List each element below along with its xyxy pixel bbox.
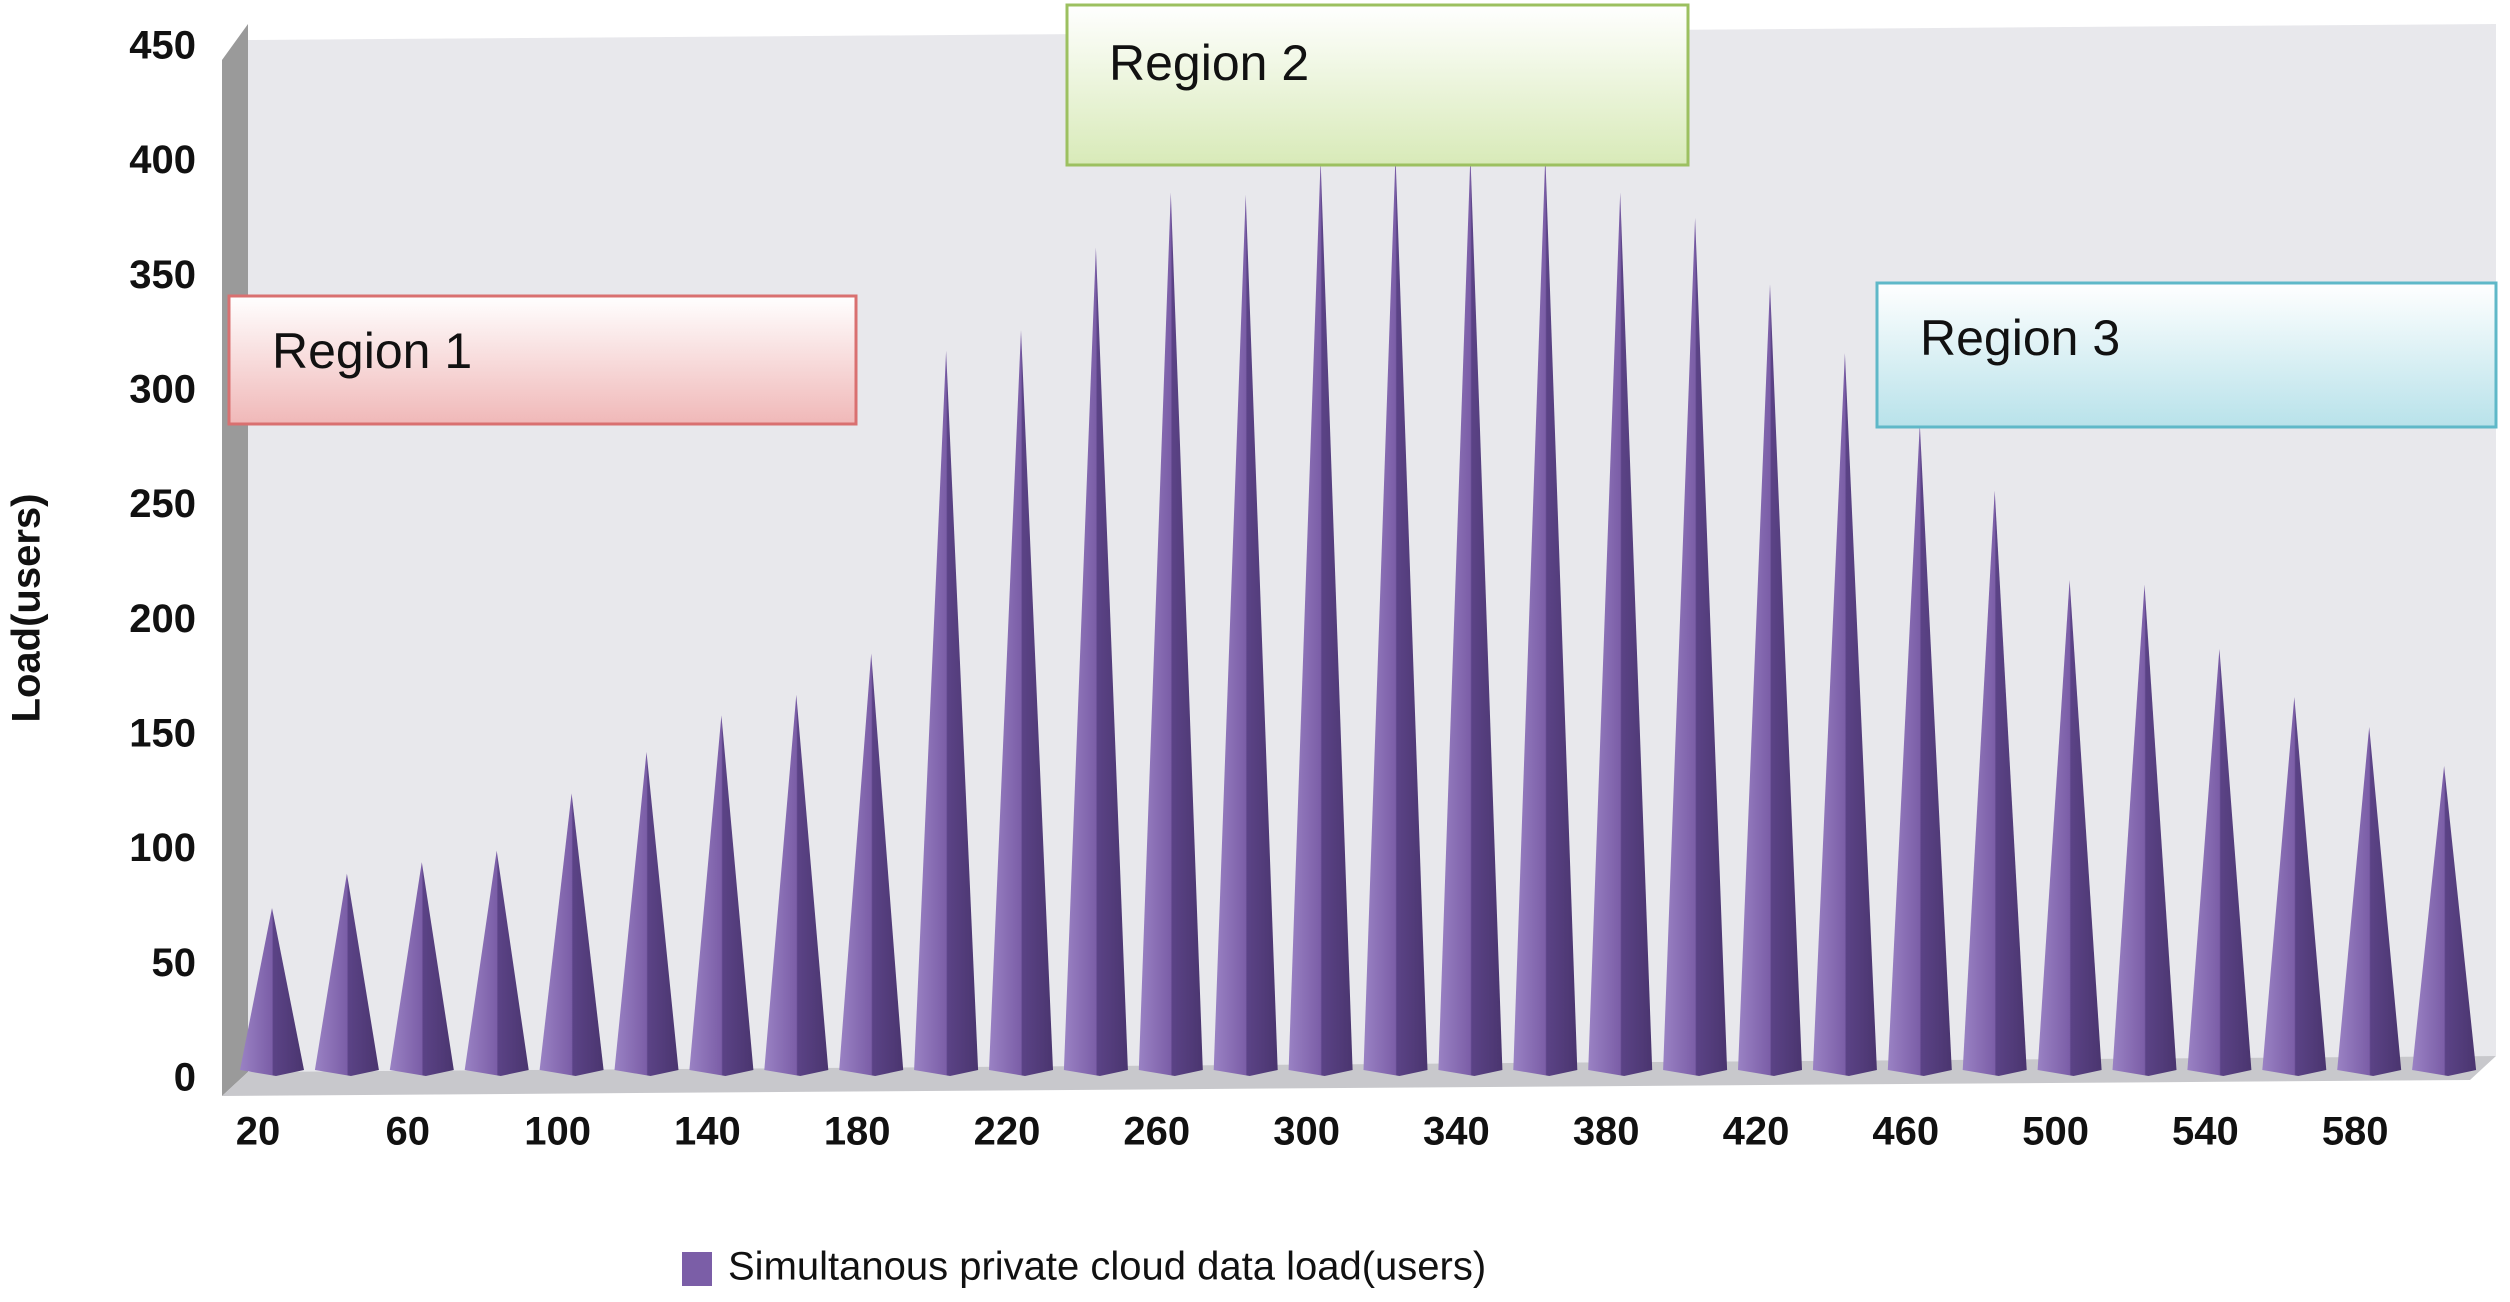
y-tick-label: 50 — [152, 941, 197, 985]
cone — [1213, 194, 1278, 1077]
cone — [839, 653, 904, 1076]
x-tick-label: 180 — [824, 1110, 891, 1154]
annotation: Region 3 — [1920, 310, 2120, 366]
cone — [989, 330, 1053, 1077]
cone — [1363, 155, 1428, 1076]
cone — [389, 862, 454, 1076]
cone — [314, 873, 379, 1076]
y-tick-label: 0 — [174, 1056, 196, 1100]
cone — [2187, 648, 2252, 1076]
x-tick-label: 500 — [2022, 1110, 2089, 1154]
y-tick-label: 150 — [129, 712, 196, 756]
x-tick-label: 140 — [674, 1110, 741, 1154]
cone — [1438, 155, 1503, 1076]
cone — [614, 752, 679, 1076]
cone — [1812, 353, 1877, 1077]
cone — [1887, 424, 1952, 1076]
cone — [1962, 490, 2027, 1076]
x-tick-label: 300 — [1273, 1110, 1340, 1154]
x-tick-label: 100 — [524, 1110, 591, 1154]
annotation: Region 2 — [1109, 35, 1309, 91]
plot: 0 50 100 150 200 250 300 350 400 450 20 60 100 140 180… — [129, 24, 2477, 1154]
y-tick-label: 100 — [129, 826, 196, 870]
x-tick-label: 460 — [1872, 1110, 1939, 1154]
cone — [240, 908, 304, 1076]
cone — [1063, 247, 1128, 1076]
x-tick-label: 380 — [1573, 1110, 1640, 1154]
x-tick-label: 260 — [1123, 1110, 1190, 1154]
y-tick-label: 350 — [129, 253, 196, 297]
annotation: Region 1 — [272, 323, 472, 379]
y-tick-label: 250 — [129, 482, 196, 526]
cone — [2262, 697, 2327, 1076]
x-tick-label: 60 — [386, 1110, 431, 1154]
cone — [1513, 155, 1578, 1076]
x-tick-label: 420 — [1723, 1110, 1790, 1154]
side-wall — [222, 24, 248, 1096]
y-tick-label: 300 — [129, 368, 196, 412]
x-tick-label: 540 — [2172, 1110, 2239, 1154]
x-tick-label: 340 — [1423, 1110, 1490, 1154]
y-tick-label: 200 — [129, 597, 196, 641]
x-tick-label: 20 — [236, 1110, 281, 1154]
cone — [464, 850, 529, 1076]
legend-swatch — [682, 1252, 712, 1286]
cone — [1138, 192, 1203, 1077]
annotation-box — [1875, 281, 2498, 429]
y-tick-label: 400 — [129, 138, 196, 182]
cone — [914, 350, 979, 1077]
cone — [2037, 580, 2102, 1076]
cone — [689, 715, 754, 1076]
y-axis-title: Load(users) — [5, 494, 49, 723]
x-tick-label: 580 — [2322, 1110, 2389, 1154]
cone — [1288, 160, 1353, 1076]
cone — [1588, 192, 1653, 1077]
cone — [1738, 284, 1802, 1076]
cone — [2112, 584, 2177, 1076]
annotation-box — [227, 294, 858, 426]
annotation-box — [1065, 3, 1690, 167]
cone — [1663, 217, 1728, 1076]
cone — [2412, 765, 2477, 1076]
x-tick-label: 220 — [974, 1110, 1041, 1154]
y-tick-label: 450 — [129, 24, 196, 68]
legend-label: Simultanous private cloud data load(user… — [728, 1245, 1486, 1289]
cone — [764, 694, 829, 1076]
cone — [539, 793, 604, 1076]
cone — [2337, 726, 2402, 1076]
